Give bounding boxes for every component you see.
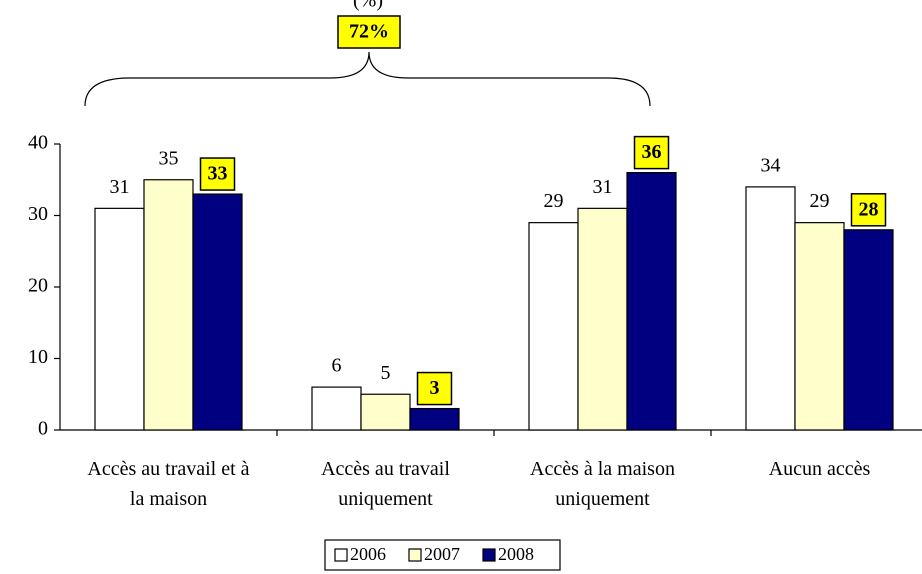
bar: [311, 386, 362, 431]
bar: [360, 393, 411, 431]
bar: [843, 229, 894, 431]
value-label: 28: [859, 198, 879, 220]
value-label: 35: [159, 147, 179, 169]
value-label-box: [199, 157, 236, 191]
legend-label: 2006: [350, 544, 386, 564]
value-label: 31: [110, 176, 130, 198]
y-tick-label: 30: [28, 203, 48, 225]
value-label: 36: [642, 141, 662, 163]
y-tick-label: 40: [28, 132, 48, 154]
legend-swatch: [482, 548, 496, 562]
value-label: 33: [208, 163, 228, 185]
value-label: 6: [332, 355, 342, 377]
x-tick-label: Accès à la maison uniquement: [530, 458, 675, 510]
x-tick-label: Aucun accès: [769, 458, 871, 480]
legend-box: [324, 539, 561, 571]
bar: [528, 222, 579, 431]
y-tick-label: 10: [28, 346, 48, 368]
legend-swatch: [334, 548, 348, 562]
annotation-box: [337, 15, 401, 49]
legend-label: 2008: [498, 544, 534, 564]
bar: [143, 179, 194, 431]
bar: [745, 186, 796, 431]
bar: [94, 207, 145, 431]
bar: [577, 207, 628, 431]
legend-swatch: [408, 548, 422, 562]
chart-subtitle: (%): [353, 0, 383, 12]
value-label: 3: [430, 377, 440, 399]
value-label: 29: [544, 190, 564, 212]
bar: [794, 222, 845, 431]
value-label-box: [416, 371, 453, 406]
value-label: 34: [761, 154, 781, 176]
annotation: 72%: [349, 21, 389, 43]
value-label-box: [850, 193, 887, 227]
x-tick-label: Accès au travail et à la maison: [87, 458, 249, 510]
value-label: 29: [810, 190, 830, 212]
value-label-box: [633, 135, 670, 170]
brace: [84, 51, 651, 107]
x-tick-label: Accès au travail uniquement: [321, 458, 450, 510]
bar: [192, 193, 243, 431]
y-tick-label: 0: [38, 418, 48, 440]
legend-label: 2007: [424, 544, 460, 564]
y-tick-label: 20: [28, 275, 48, 297]
bar: [409, 407, 460, 431]
value-label: 5: [381, 362, 391, 384]
bar: [626, 172, 677, 431]
value-label: 31: [593, 176, 613, 198]
